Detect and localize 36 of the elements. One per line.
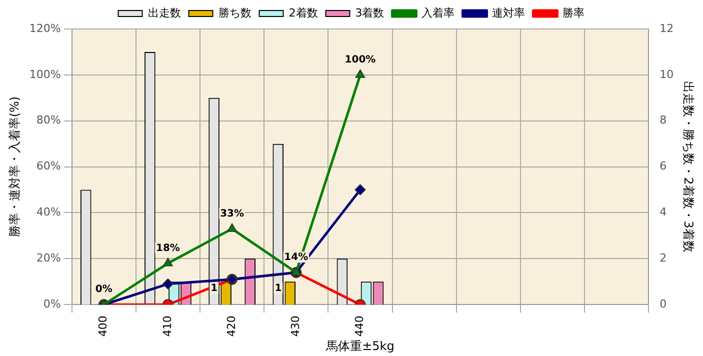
y-tick-label: 80% [36, 114, 61, 127]
y-tick-label: 100% [29, 68, 61, 81]
legend-label: 出走数 [148, 6, 181, 20]
y-tick-label: 120% [29, 22, 61, 35]
legend-label: 入着率 [422, 6, 455, 20]
data-label: 0% [95, 284, 112, 296]
y-tick-label: 40% [36, 206, 61, 219]
y-tick-label: 0% [43, 297, 61, 310]
data-label: 33% [220, 208, 244, 220]
legend-label: 連対率 [492, 6, 526, 20]
y2-tick-label: 2 [660, 252, 667, 265]
y2-tick-label: 12 [660, 22, 674, 35]
x-tick-label: 420 [224, 316, 238, 337]
x-tick-label: 440 [353, 316, 366, 337]
legend-label: 勝率 [562, 6, 585, 20]
legend-label: 勝ち数 [218, 6, 252, 20]
data-label: 1 [210, 283, 218, 294]
data-label: 1 [274, 283, 282, 294]
y2-tick-label: 4 [660, 206, 667, 219]
legend-label: 3着数 [355, 6, 384, 20]
y2-tick-label: 0 [660, 297, 667, 310]
y-axis-title: 勝率・連対率・入着率(%) [7, 96, 22, 238]
y-tick-label: 60% [36, 160, 61, 173]
legend-label: 2着数 [288, 6, 318, 20]
y2-tick-label: 6 [660, 160, 667, 173]
y2-axis-title: 出走数・勝ち数・2着数・3着数 [682, 81, 696, 252]
x-tick-label: 400 [96, 316, 110, 337]
x-tick-label: 430 [289, 316, 302, 337]
data-label: 100% [344, 54, 376, 66]
data-label: 18% [156, 242, 180, 254]
x-axis-title: 馬体重±5kg [325, 338, 394, 353]
data-label: 14% [284, 252, 308, 264]
y2-tick-label: 8 [660, 114, 667, 127]
x-tick-label: 410 [160, 316, 174, 337]
y-tick-label: 20% [36, 252, 61, 265]
y2-tick-label: 10 [660, 68, 674, 81]
